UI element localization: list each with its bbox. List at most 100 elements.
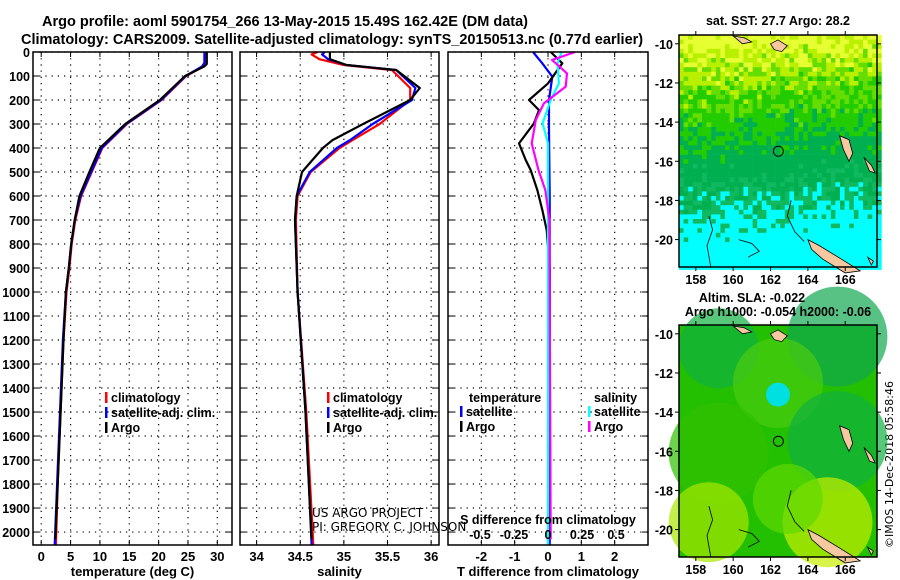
sst-cell <box>748 209 753 215</box>
sst-cell <box>738 113 744 119</box>
sst-cell <box>752 62 758 68</box>
sst-cell <box>683 232 689 238</box>
sst-cell <box>766 150 772 155</box>
sst-cell <box>835 122 841 128</box>
sst-cell <box>706 205 712 211</box>
sst-cell <box>725 71 730 77</box>
sst-cell <box>692 94 698 100</box>
sst-cell <box>840 205 845 211</box>
sst-cell <box>798 242 804 247</box>
sst-cell <box>697 168 703 174</box>
sst-cell <box>858 48 864 54</box>
sst-cell <box>794 85 799 91</box>
sst-cell <box>729 113 735 119</box>
land-mass <box>866 256 874 266</box>
sst-cell <box>725 127 730 132</box>
sst-cell <box>725 62 730 68</box>
sst-cell <box>853 246 859 252</box>
sst-cell <box>830 154 836 160</box>
sst-cell <box>798 214 804 220</box>
sst-cell <box>867 76 873 82</box>
sst-cell <box>789 154 795 160</box>
sst-cell <box>761 48 767 54</box>
sst-cell <box>803 159 809 165</box>
sst-cell <box>844 177 850 183</box>
sst-cell <box>683 173 689 178</box>
sst-cell <box>812 200 818 206</box>
sst-cell <box>794 232 799 238</box>
legend-label: Argo <box>111 421 141 435</box>
sst-cell <box>748 44 753 50</box>
sst-cell <box>720 209 726 215</box>
sst-cell <box>743 44 749 50</box>
sst-cell <box>771 205 776 211</box>
sst-cell <box>702 67 707 73</box>
sst-cell <box>794 131 799 137</box>
sst-cell <box>812 76 818 82</box>
sst-cell <box>706 196 712 201</box>
sst-cell <box>702 44 707 50</box>
sst-cell <box>830 242 836 247</box>
sst-cell <box>697 67 703 73</box>
sst-cell <box>711 232 717 238</box>
sst-cell <box>715 136 721 142</box>
sst-cell <box>720 173 726 178</box>
sst-cell <box>798 223 804 229</box>
sst-cell <box>679 35 684 40</box>
x-tick-label: 1 <box>578 549 585 564</box>
sst-cell <box>692 177 698 183</box>
sst-cell <box>715 228 721 234</box>
sst-cell <box>872 85 878 91</box>
sst-cell <box>817 71 822 77</box>
sst-cell <box>738 62 744 68</box>
sst-cell <box>738 159 744 165</box>
sst-cell <box>789 196 795 201</box>
sst-cell <box>789 108 795 114</box>
sst-cell <box>738 48 744 54</box>
sst-cell <box>771 154 776 160</box>
sst-cell <box>743 90 749 96</box>
sst-cell <box>766 168 772 174</box>
sst-cell <box>835 127 841 132</box>
sst-cell <box>863 255 868 261</box>
sst-cell <box>840 108 845 114</box>
sst-cell <box>766 81 772 86</box>
sst-cell <box>817 163 822 169</box>
sst-cell <box>789 251 795 257</box>
sst-cell <box>876 122 882 128</box>
sst-cell <box>844 251 850 257</box>
sst-cell <box>702 108 707 114</box>
sst-cell <box>771 145 776 151</box>
sst-cell <box>840 159 845 165</box>
sst-cell <box>725 177 730 183</box>
sst-cell <box>817 131 822 137</box>
sst-cell <box>849 228 855 234</box>
sst-cell <box>761 53 767 59</box>
sst-cell <box>853 131 859 137</box>
sst-cell <box>775 255 781 261</box>
sst-cell <box>748 255 753 261</box>
sst-cell <box>780 223 786 229</box>
sst-cell <box>872 237 878 243</box>
sst-cell <box>775 108 781 114</box>
sst-cell <box>679 154 684 160</box>
sst-cell <box>826 145 832 151</box>
sst-cell <box>702 232 707 238</box>
sst-cell <box>798 58 804 63</box>
sst-cell <box>743 62 749 68</box>
sst-cell <box>692 35 698 40</box>
sst-cell <box>844 196 850 201</box>
sst-cell <box>711 191 717 197</box>
sst-cell <box>766 255 772 261</box>
sst-cell <box>679 53 684 59</box>
sst-cell <box>803 104 809 109</box>
sst-cell <box>872 223 878 229</box>
sst-cell <box>789 44 795 50</box>
sst-cell <box>775 117 781 123</box>
sst-cell <box>771 90 776 96</box>
sst-cell <box>835 246 841 252</box>
sst-cell <box>807 219 813 224</box>
sst-cell <box>702 140 707 146</box>
sst-cell <box>683 255 689 261</box>
